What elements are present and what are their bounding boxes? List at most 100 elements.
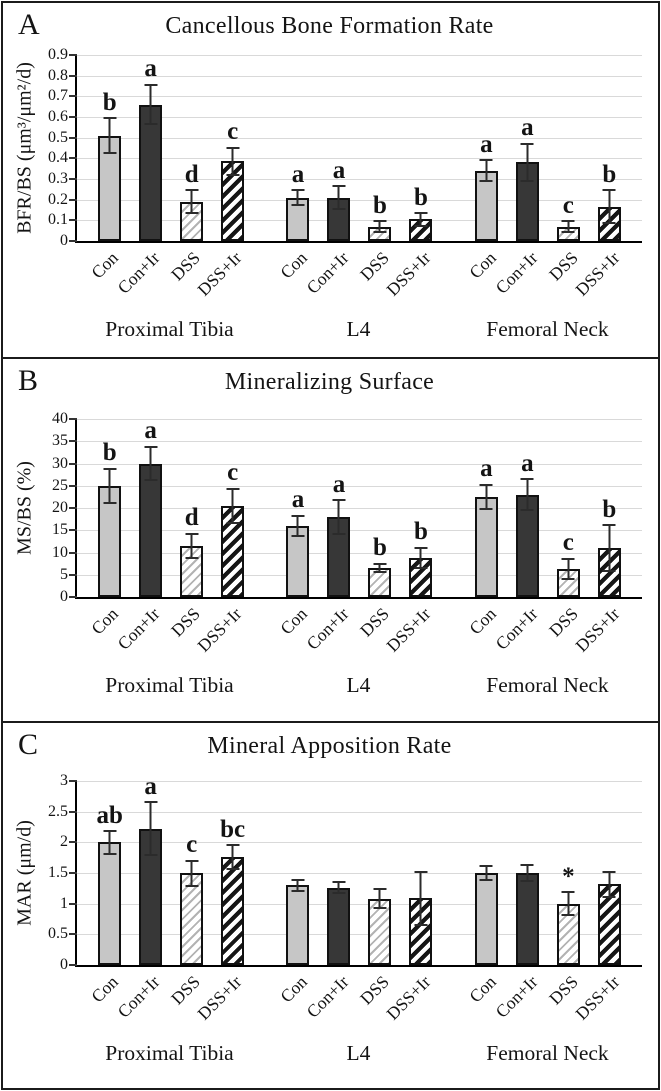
significance-label: a <box>480 130 493 158</box>
bar-groups: ab a c bc * <box>77 774 642 965</box>
bar-dss-ir <box>221 857 245 965</box>
gridline <box>77 55 642 56</box>
x-slot: Con+Ir <box>302 601 352 673</box>
y-axis-label: MAR (μm/d) <box>13 820 35 926</box>
group-label: Proximal Tibia <box>105 317 234 341</box>
x-tick-label: Con <box>276 971 312 1007</box>
error-bar <box>332 880 346 895</box>
bar-con <box>98 842 122 965</box>
y-tick-mark <box>69 178 77 180</box>
bar-slot: a <box>474 419 498 597</box>
x-slot: DSS+Ir <box>382 245 434 317</box>
y-tick-label: 0 <box>60 956 68 973</box>
gridline <box>77 158 642 160</box>
error-bar <box>479 159 493 183</box>
bar-slot: a <box>515 55 539 241</box>
y-tick-mark <box>69 219 77 222</box>
bar-slot <box>327 781 351 965</box>
x-slot: Con+Ir <box>113 969 163 1041</box>
y-tick-label: 20 <box>52 499 68 516</box>
significance-label: a <box>521 449 534 477</box>
gridline <box>77 179 642 180</box>
x-tick-label: Con <box>87 247 123 283</box>
y-tick-label: 0.1 <box>48 211 68 229</box>
x-tick-label: Con+Ir <box>302 247 353 298</box>
y-tick-mark <box>69 780 77 782</box>
x-label-group: Con Con+Ir DSS DSS+Ir <box>453 245 642 317</box>
y-tick-mark <box>69 157 77 160</box>
y-tick-label: 15 <box>52 521 68 539</box>
error-bar <box>103 467 117 504</box>
y-tick-mark <box>69 198 77 201</box>
x-label-group: Con Con+Ir DSS DSS+Ir <box>453 969 642 1041</box>
x-tick-label: Con+Ir <box>113 603 164 654</box>
x-tick-label: DSS+Ir <box>571 603 624 656</box>
error-bar <box>332 185 346 210</box>
gridline <box>77 441 642 443</box>
y-axis-label-column: MS/BS (%) <box>11 419 38 597</box>
significance-label: a <box>521 114 534 142</box>
significance-label: a <box>144 417 157 445</box>
x-tick-label: DSS+Ir <box>193 971 246 1024</box>
bar-con <box>474 873 498 965</box>
gridline <box>77 552 642 554</box>
gridline <box>77 419 642 420</box>
gridline <box>77 485 642 487</box>
x-tick-label: DSS+Ir <box>382 247 435 300</box>
significance-label: a <box>144 772 157 800</box>
error-bar <box>414 212 428 227</box>
chart-area: MAR (μm/d) 3 2.5 2 1.5 1 0.5 0 ab a c bc * Con Con+… <box>11 773 648 1071</box>
bar-con-ir <box>515 873 539 965</box>
bar-slot: a <box>327 55 351 241</box>
y-axis-label-column: BFR/BS (μm³/μm²/d) <box>11 55 38 241</box>
x-tick-label: Con+Ir <box>491 603 542 654</box>
x-tick-label: Con+Ir <box>302 603 353 654</box>
bar-slot <box>409 781 433 965</box>
group-labels: Proximal Tibia L4 Femoral Neck <box>75 673 642 703</box>
gridline <box>77 781 642 782</box>
gridline <box>77 574 642 576</box>
y-tick-label: 0.5 <box>48 128 68 146</box>
bar-slot: ab <box>96 781 123 965</box>
y-tick-label: 0 <box>60 232 68 249</box>
x-tick-label: Con <box>465 971 501 1007</box>
y-tick-mark <box>69 841 77 844</box>
error-bar <box>291 878 305 893</box>
error-bar <box>226 146 240 176</box>
x-slot: DSS+Ir <box>193 969 245 1041</box>
y-tick-mark <box>69 964 77 966</box>
panel-letter: C <box>18 728 39 761</box>
error-bar <box>520 478 534 512</box>
error-bar <box>414 546 428 569</box>
significance-label: bc <box>220 815 246 843</box>
y-tick-mark <box>69 810 77 813</box>
gridline <box>77 220 642 222</box>
x-slot: Con+Ir <box>491 969 541 1041</box>
significance-label: * <box>562 862 575 890</box>
panel-letter: B <box>18 364 39 397</box>
y-tick-label: 1 <box>60 894 68 912</box>
gridline <box>77 137 642 139</box>
bar-slot <box>597 781 621 965</box>
x-slot: Con+Ir <box>113 245 163 317</box>
x-tick-label: Con+Ir <box>491 247 542 298</box>
x-tick-label: DSS+Ir <box>382 971 435 1024</box>
error-bar <box>561 220 575 233</box>
y-tick-label: 40 <box>52 410 68 427</box>
error-bar <box>103 830 117 855</box>
y-tick-mark <box>69 596 77 598</box>
y-tick-label: 1.5 <box>48 864 68 881</box>
panel-b: B Mineralizing Surface MS/BS (%) 40 35 30 2… <box>3 359 658 723</box>
bar-con-ir <box>327 887 351 965</box>
significance-label: c <box>186 831 198 859</box>
y-tick-label: 3 <box>60 772 68 789</box>
error-bar <box>373 220 387 233</box>
bar-slot: b <box>597 419 621 597</box>
x-slot: DSS+Ir <box>382 601 434 673</box>
